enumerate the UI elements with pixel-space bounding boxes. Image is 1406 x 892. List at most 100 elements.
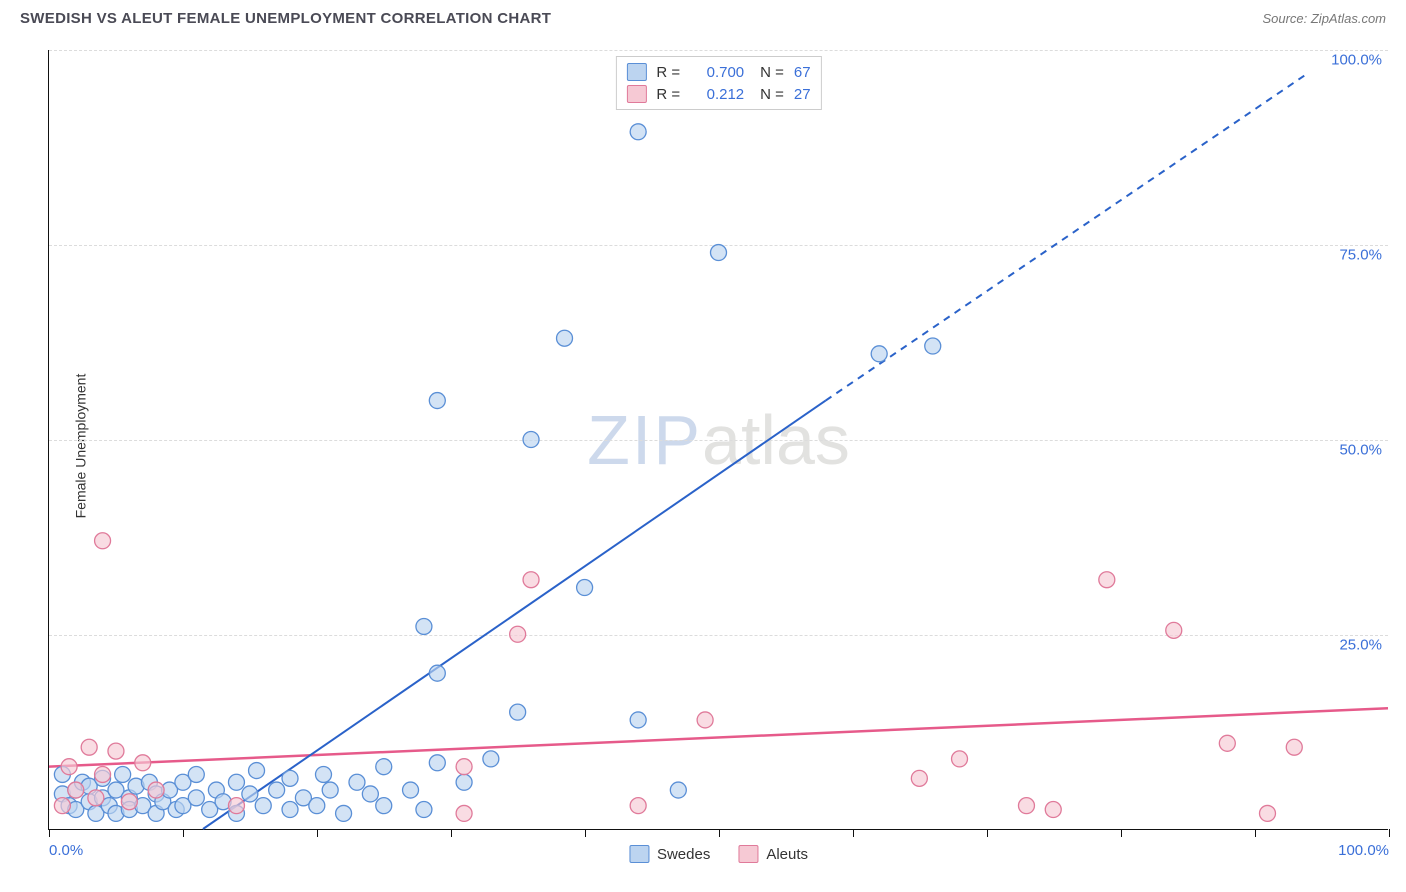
swedes-point (376, 759, 392, 775)
swedes-point (429, 393, 445, 409)
legend-n-label: N = (760, 64, 784, 81)
legend-swedes-r: 0.700 (690, 64, 744, 81)
swedes-swatch-icon (626, 63, 646, 81)
x-tick (49, 829, 50, 837)
swedes-point (362, 786, 378, 802)
swedes-point (711, 245, 727, 261)
swedes-trend-line-dashed (826, 73, 1308, 400)
aleuts-point (523, 572, 539, 588)
aleuts-point (1259, 805, 1275, 821)
aleuts-point (952, 751, 968, 767)
aleuts-point (697, 712, 713, 728)
swedes-point (322, 782, 338, 798)
aleuts-point (135, 755, 151, 771)
x-tick (1255, 829, 1256, 837)
legend-aleuts-label: Aleuts (766, 846, 808, 863)
aleuts-point (1286, 739, 1302, 755)
source-label: Source: ZipAtlas.com (1262, 11, 1386, 26)
aleuts-point (95, 533, 111, 549)
swedes-point (282, 802, 298, 818)
x-tick (1389, 829, 1390, 837)
aleuts-swatch-icon (738, 845, 758, 863)
legend-row-swedes: R = 0.700 N = 67 (626, 61, 810, 83)
x-tick (183, 829, 184, 837)
legend-aleuts-n: 27 (794, 86, 811, 103)
legend-aleuts-r: 0.212 (690, 86, 744, 103)
legend-r-label: R = (656, 86, 680, 103)
x-tick (317, 829, 318, 837)
swedes-point (403, 782, 419, 798)
x-tick (585, 829, 586, 837)
aleuts-point (456, 759, 472, 775)
x-tick (987, 829, 988, 837)
swedes-point (483, 751, 499, 767)
aleuts-point (108, 743, 124, 759)
x-tick (719, 829, 720, 837)
swedes-point (925, 338, 941, 354)
legend-item-aleuts: Aleuts (738, 845, 808, 863)
aleuts-point (95, 766, 111, 782)
chart-container: SWEDISH VS ALEUT FEMALE UNEMPLOYMENT COR… (0, 0, 1406, 892)
swedes-point (336, 805, 352, 821)
aleuts-point (1219, 735, 1235, 751)
swedes-point (242, 786, 258, 802)
swedes-point (429, 665, 445, 681)
swedes-point (523, 432, 539, 448)
swedes-point (416, 802, 432, 818)
swedes-point (577, 580, 593, 596)
swedes-point (630, 712, 646, 728)
legend-row-aleuts: R = 0.212 N = 27 (626, 83, 810, 105)
aleuts-point (456, 805, 472, 821)
swedes-point (376, 798, 392, 814)
chart-title: SWEDISH VS ALEUT FEMALE UNEMPLOYMENT COR… (20, 10, 551, 27)
aleuts-point (510, 626, 526, 642)
aleuts-swatch-icon (626, 85, 646, 103)
aleuts-point (148, 782, 164, 798)
swedes-point (349, 774, 365, 790)
swedes-point (416, 618, 432, 634)
aleuts-point (1045, 802, 1061, 818)
correlation-legend: R = 0.700 N = 67 R = 0.212 N = 27 (615, 56, 821, 110)
aleuts-point (68, 782, 84, 798)
swedes-point (309, 798, 325, 814)
swedes-point (188, 790, 204, 806)
aleuts-point (61, 759, 77, 775)
swedes-trend-line (203, 401, 826, 829)
x-tick-label: 100.0% (1338, 842, 1389, 859)
swedes-point (228, 774, 244, 790)
swedes-point (557, 330, 573, 346)
aleuts-point (88, 790, 104, 806)
swedes-point (115, 766, 131, 782)
x-tick (451, 829, 452, 837)
aleuts-point (121, 794, 137, 810)
aleuts-point (228, 798, 244, 814)
swedes-point (282, 770, 298, 786)
swedes-point (249, 763, 265, 779)
legend-item-swedes: Swedes (629, 845, 710, 863)
swedes-point (630, 124, 646, 140)
title-bar: SWEDISH VS ALEUT FEMALE UNEMPLOYMENT COR… (0, 0, 1406, 33)
x-tick (1121, 829, 1122, 837)
series-legend: Swedes Aleuts (629, 845, 808, 863)
aleuts-point (54, 798, 70, 814)
aleuts-point (1166, 622, 1182, 638)
aleuts-trend-line (49, 708, 1388, 766)
swedes-point (429, 755, 445, 771)
swedes-point (510, 704, 526, 720)
aleuts-point (81, 739, 97, 755)
legend-swedes-n: 67 (794, 64, 811, 81)
x-tick (853, 829, 854, 837)
plot-area: ZIPatlas 25.0%50.0%75.0%100.0% R = 0.700… (48, 50, 1388, 830)
swedes-point (316, 766, 332, 782)
aleuts-point (1099, 572, 1115, 588)
aleuts-point (630, 798, 646, 814)
x-tick-label: 0.0% (49, 842, 83, 859)
aleuts-point (911, 770, 927, 786)
swedes-point (255, 798, 271, 814)
aleuts-point (1018, 798, 1034, 814)
plot-svg (49, 50, 1388, 829)
legend-n-label: N = (760, 86, 784, 103)
legend-swedes-label: Swedes (657, 846, 710, 863)
legend-r-label: R = (656, 64, 680, 81)
swedes-point (188, 766, 204, 782)
